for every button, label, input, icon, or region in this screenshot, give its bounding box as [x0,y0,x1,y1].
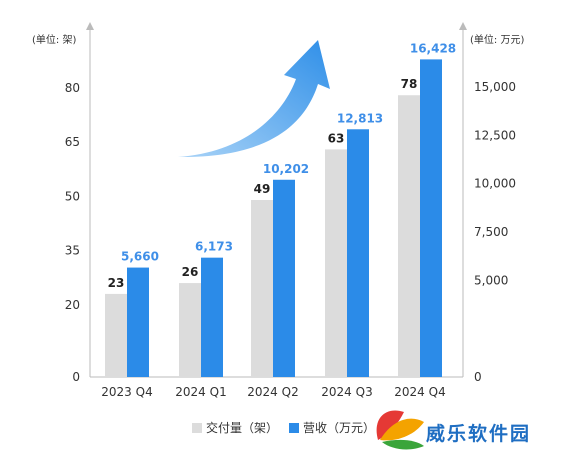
data-label-revenue: 5,660 [121,250,159,264]
data-label-deliveries: 63 [328,131,345,145]
y-right-tick-label: 12,500 [474,128,516,142]
x-tick-label: 2024 Q3 [321,385,372,399]
bar-revenue [201,257,223,377]
y-right-tick-label: 15,000 [474,80,516,94]
bar-revenue [347,129,369,377]
legend-label-revenue: 营收（万元） [303,421,375,435]
x-tick-label: 2023 Q4 [101,385,152,399]
trend-arrow-icon [178,40,330,158]
y-right-tick-label: 7,500 [474,225,508,239]
y-left-tick-label: 20 [65,298,80,312]
data-label-revenue: 6,173 [195,240,233,254]
data-label-deliveries: 23 [108,276,125,290]
y-right-ticks: 0 5,000 7,500 10,000 12,500 15,000 [474,80,516,384]
bar-deliveries [179,283,201,377]
data-labels: 23 5,660 26 6,173 49 10,202 63 12,813 78 16,428 [108,41,457,290]
bar-revenue [420,59,442,377]
y-right-tick-label: 0 [474,370,482,384]
leaf-logo-icon [376,410,424,450]
x-tick-label: 2024 Q1 [175,385,226,399]
watermark: 威乐软件园 [376,410,531,450]
legend: 交付量（架） 营收（万元） [192,420,375,435]
x-ticks: 2023 Q4 2024 Q1 2024 Q2 2024 Q3 2024 Q4 [101,385,445,399]
y-axis-right-arrowhead [459,22,467,30]
y-left-unit-label: (单位: 架) [32,33,76,46]
bar-deliveries [251,199,273,377]
legend-swatch-revenue [289,423,299,433]
data-label-revenue: 16,428 [410,41,456,55]
bars [105,59,442,377]
y-right-tick-label: 5,000 [474,273,508,287]
legend-swatch-deliveries [192,423,202,433]
y-left-ticks: 0 20 35 50 65 80 [65,81,80,384]
data-label-revenue: 12,813 [337,111,383,125]
data-label-deliveries: 78 [401,77,418,91]
y-left-tick-label: 35 [65,244,80,258]
bar-deliveries [325,149,347,377]
x-tick-label: 2024 Q2 [247,385,298,399]
y-axis-left-arrowhead [86,22,94,30]
y-left-tick-label: 0 [72,370,80,384]
data-label-revenue: 10,202 [263,162,309,176]
data-label-deliveries: 26 [182,265,199,279]
y-right-unit-label: (单位: 万元) [470,33,524,46]
x-tick-label: 2024 Q4 [394,385,445,399]
bar-revenue [273,179,295,377]
bar-revenue [127,267,149,377]
y-left-tick-label: 50 [65,189,80,203]
bar-deliveries [105,293,127,377]
y-left-tick-label: 80 [65,81,80,95]
watermark-text: 威乐软件园 [426,422,531,445]
y-right-tick-label: 10,000 [474,177,516,191]
y-left-tick-label: 65 [65,135,80,149]
bar-deliveries [398,95,420,377]
data-label-deliveries: 49 [254,182,271,196]
legend-label-deliveries: 交付量（架） [206,420,278,435]
